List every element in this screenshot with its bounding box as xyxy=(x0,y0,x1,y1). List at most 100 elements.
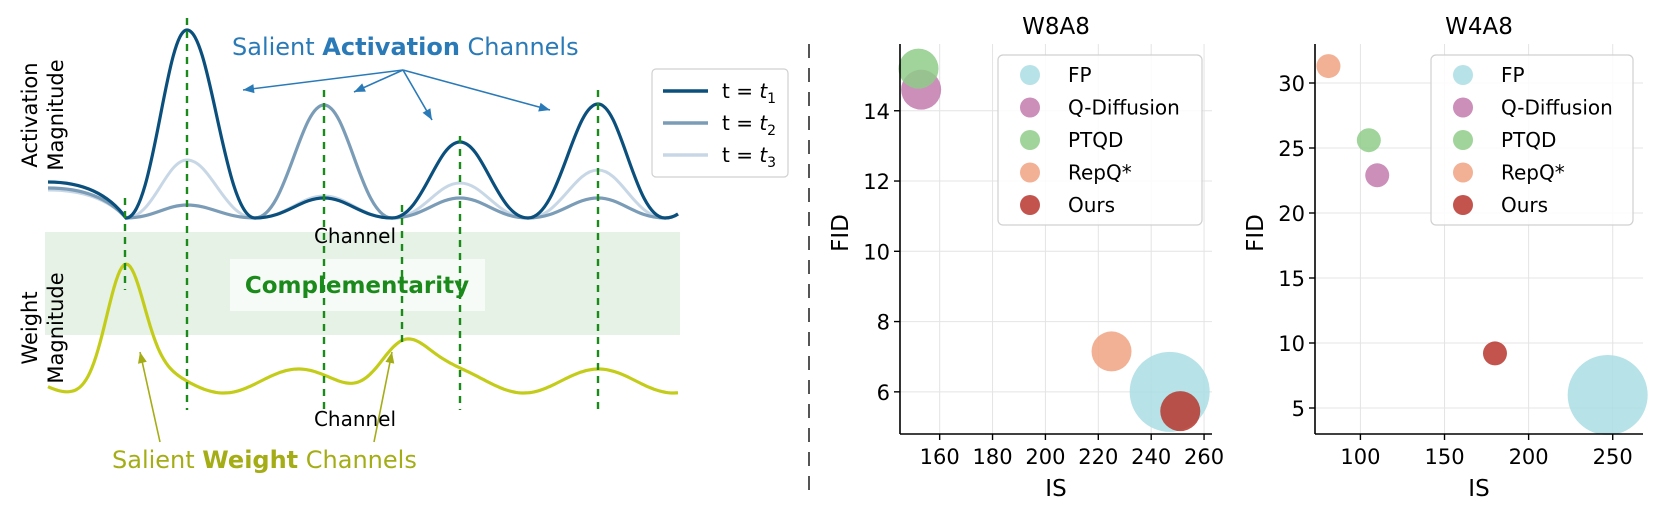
chart-title: W4A8 xyxy=(1445,14,1513,40)
y-tick-label: 12 xyxy=(863,170,890,194)
data-point-ptqd xyxy=(1356,128,1381,153)
legend-marker xyxy=(1020,195,1040,215)
x-tick-label: 150 xyxy=(1424,445,1464,469)
legend-label: RepQ* xyxy=(1068,161,1132,185)
data-point-ours xyxy=(1160,391,1201,432)
y-tick-label: 14 xyxy=(863,100,890,124)
y-tick-label: 15 xyxy=(1278,267,1305,291)
activation-annotation-bold: Activation xyxy=(322,33,460,61)
activation-ylabel-line2: Magnitude xyxy=(44,59,68,170)
weight-ylabel-line2: Magnitude xyxy=(44,272,68,383)
timestep-legend-sub: 1 xyxy=(767,91,776,107)
scatter-chart-w4a8: 100 150 200 250 5 10 15 20 25 30 W4A8 IS FID FP Q-Diff… xyxy=(1243,14,1648,502)
activation-ylabel-line1: Activation xyxy=(18,62,42,167)
activation-annotation-post: Channels xyxy=(460,33,579,61)
weight-arrow-shaft xyxy=(373,351,393,443)
y-tick-label: 20 xyxy=(1278,202,1305,226)
activation-curve-t1 xyxy=(47,28,679,220)
timestep-legend-frame xyxy=(651,68,789,178)
x-tick-label: 180 xyxy=(972,445,1012,469)
weight-annotation-post: Channels xyxy=(298,446,417,474)
activation-arrow-head xyxy=(422,108,432,120)
activation-curves xyxy=(47,28,679,220)
timestep-legend-label: t = t3 xyxy=(722,143,776,171)
legend-label: PTQD xyxy=(1068,128,1123,152)
weight-arrow-head xyxy=(137,352,147,364)
x-tick-label: 160 xyxy=(920,445,960,469)
x-tick-label: 250 xyxy=(1593,445,1633,469)
activation-annotation: Salient Activation Channels xyxy=(232,33,579,61)
y-tick-label: 8 xyxy=(877,311,890,335)
complementarity-box xyxy=(230,259,485,311)
channel-label-bottom: Channel xyxy=(314,407,396,431)
data-point-ours xyxy=(1482,341,1507,366)
x-tick-label: 200 xyxy=(1025,445,1065,469)
x-tick-label: 100 xyxy=(1340,445,1380,469)
timestep-legend-prefix: t = xyxy=(722,79,759,103)
channel-dashed-lines xyxy=(123,18,600,410)
activation-arrow-shaft xyxy=(402,69,551,111)
legend-label: RepQ* xyxy=(1501,161,1565,185)
activation-annotation-pre: Salient xyxy=(232,33,322,61)
y-tick-label: 5 xyxy=(1292,397,1305,421)
legend-label: Q-Diffusion xyxy=(1068,96,1180,120)
y-axis-label: FID xyxy=(1243,214,1269,252)
y-tick-label: 10 xyxy=(1278,332,1305,356)
timestep-legend-prefix: t = xyxy=(722,111,759,135)
timestep-legend-prefix: t = xyxy=(722,143,759,167)
timestep-legend-var: t xyxy=(759,79,768,103)
activation-arrow-head xyxy=(354,83,366,92)
legend-label: PTQD xyxy=(1501,128,1556,152)
legend-marker xyxy=(1020,162,1040,183)
legend-marker xyxy=(1453,130,1473,150)
timestep-legend: t = t1t = t2t = t3 xyxy=(651,68,789,178)
timestep-legend-sub: 2 xyxy=(767,123,776,139)
legend-frame xyxy=(1430,54,1634,226)
chart-title: W8A8 xyxy=(1022,14,1090,40)
activation-curve-t2 xyxy=(47,103,679,220)
timestep-legend-label: t = t2 xyxy=(722,111,776,139)
y-tick-label: 6 xyxy=(877,381,890,405)
x-axis-label: IS xyxy=(1045,476,1066,502)
weight-annotation-bold: Weight xyxy=(202,446,298,474)
legend-marker xyxy=(1453,65,1473,85)
legend-label: Ours xyxy=(1068,193,1115,217)
weight-annotation: Salient Weight Channels xyxy=(112,446,417,474)
weight-curve-line xyxy=(47,262,679,395)
concept-diagram: Complementarity Channel Channel Activati… xyxy=(18,18,789,474)
legend-marker xyxy=(1453,97,1473,118)
legend-label: FP xyxy=(1068,63,1092,87)
timestep-legend-var: t xyxy=(759,143,768,167)
timestep-legend-var: t xyxy=(759,111,768,135)
scatter-chart-w8a8: 160 180 200 220 240 260 6 8 10 12 14 W8A8 IS FID FP Q-D… xyxy=(828,14,1224,502)
activation-arrows xyxy=(242,69,551,121)
data-point-q-diffusion xyxy=(1365,163,1390,188)
x-axis-label: IS xyxy=(1468,476,1489,502)
activation-arrow-shaft xyxy=(242,69,404,91)
x-tick-label: 200 xyxy=(1509,445,1549,469)
legend-label: Q-Diffusion xyxy=(1501,96,1613,120)
weight-arrows xyxy=(137,351,395,443)
weight-arrow-head xyxy=(385,352,395,364)
activation-arrow-head xyxy=(243,84,255,94)
complementarity-label: Complementarity xyxy=(245,273,469,299)
x-tick-label: 240 xyxy=(1131,445,1171,469)
legend-label: Ours xyxy=(1501,193,1548,217)
y-tick-label: 25 xyxy=(1278,137,1305,161)
data-point-repq- xyxy=(1316,54,1341,79)
data-point-fp xyxy=(1567,355,1648,435)
x-tick-label: 220 xyxy=(1078,445,1118,469)
weight-curve xyxy=(47,262,679,395)
y-tick-label: 30 xyxy=(1278,72,1305,96)
channel-label-top: Channel xyxy=(314,224,396,248)
weight-annotation-pre: Salient xyxy=(112,446,202,474)
weight-ylabel-line1: Weight xyxy=(18,291,42,364)
data-point-repq- xyxy=(1091,331,1132,372)
x-tick-label: 260 xyxy=(1184,445,1224,469)
timestep-legend-label: t = t1 xyxy=(722,79,776,107)
legend-frame xyxy=(997,54,1203,226)
legend-marker xyxy=(1020,65,1040,85)
timestep-legend-sub: 3 xyxy=(767,155,776,171)
y-axis-label: FID xyxy=(828,214,854,252)
